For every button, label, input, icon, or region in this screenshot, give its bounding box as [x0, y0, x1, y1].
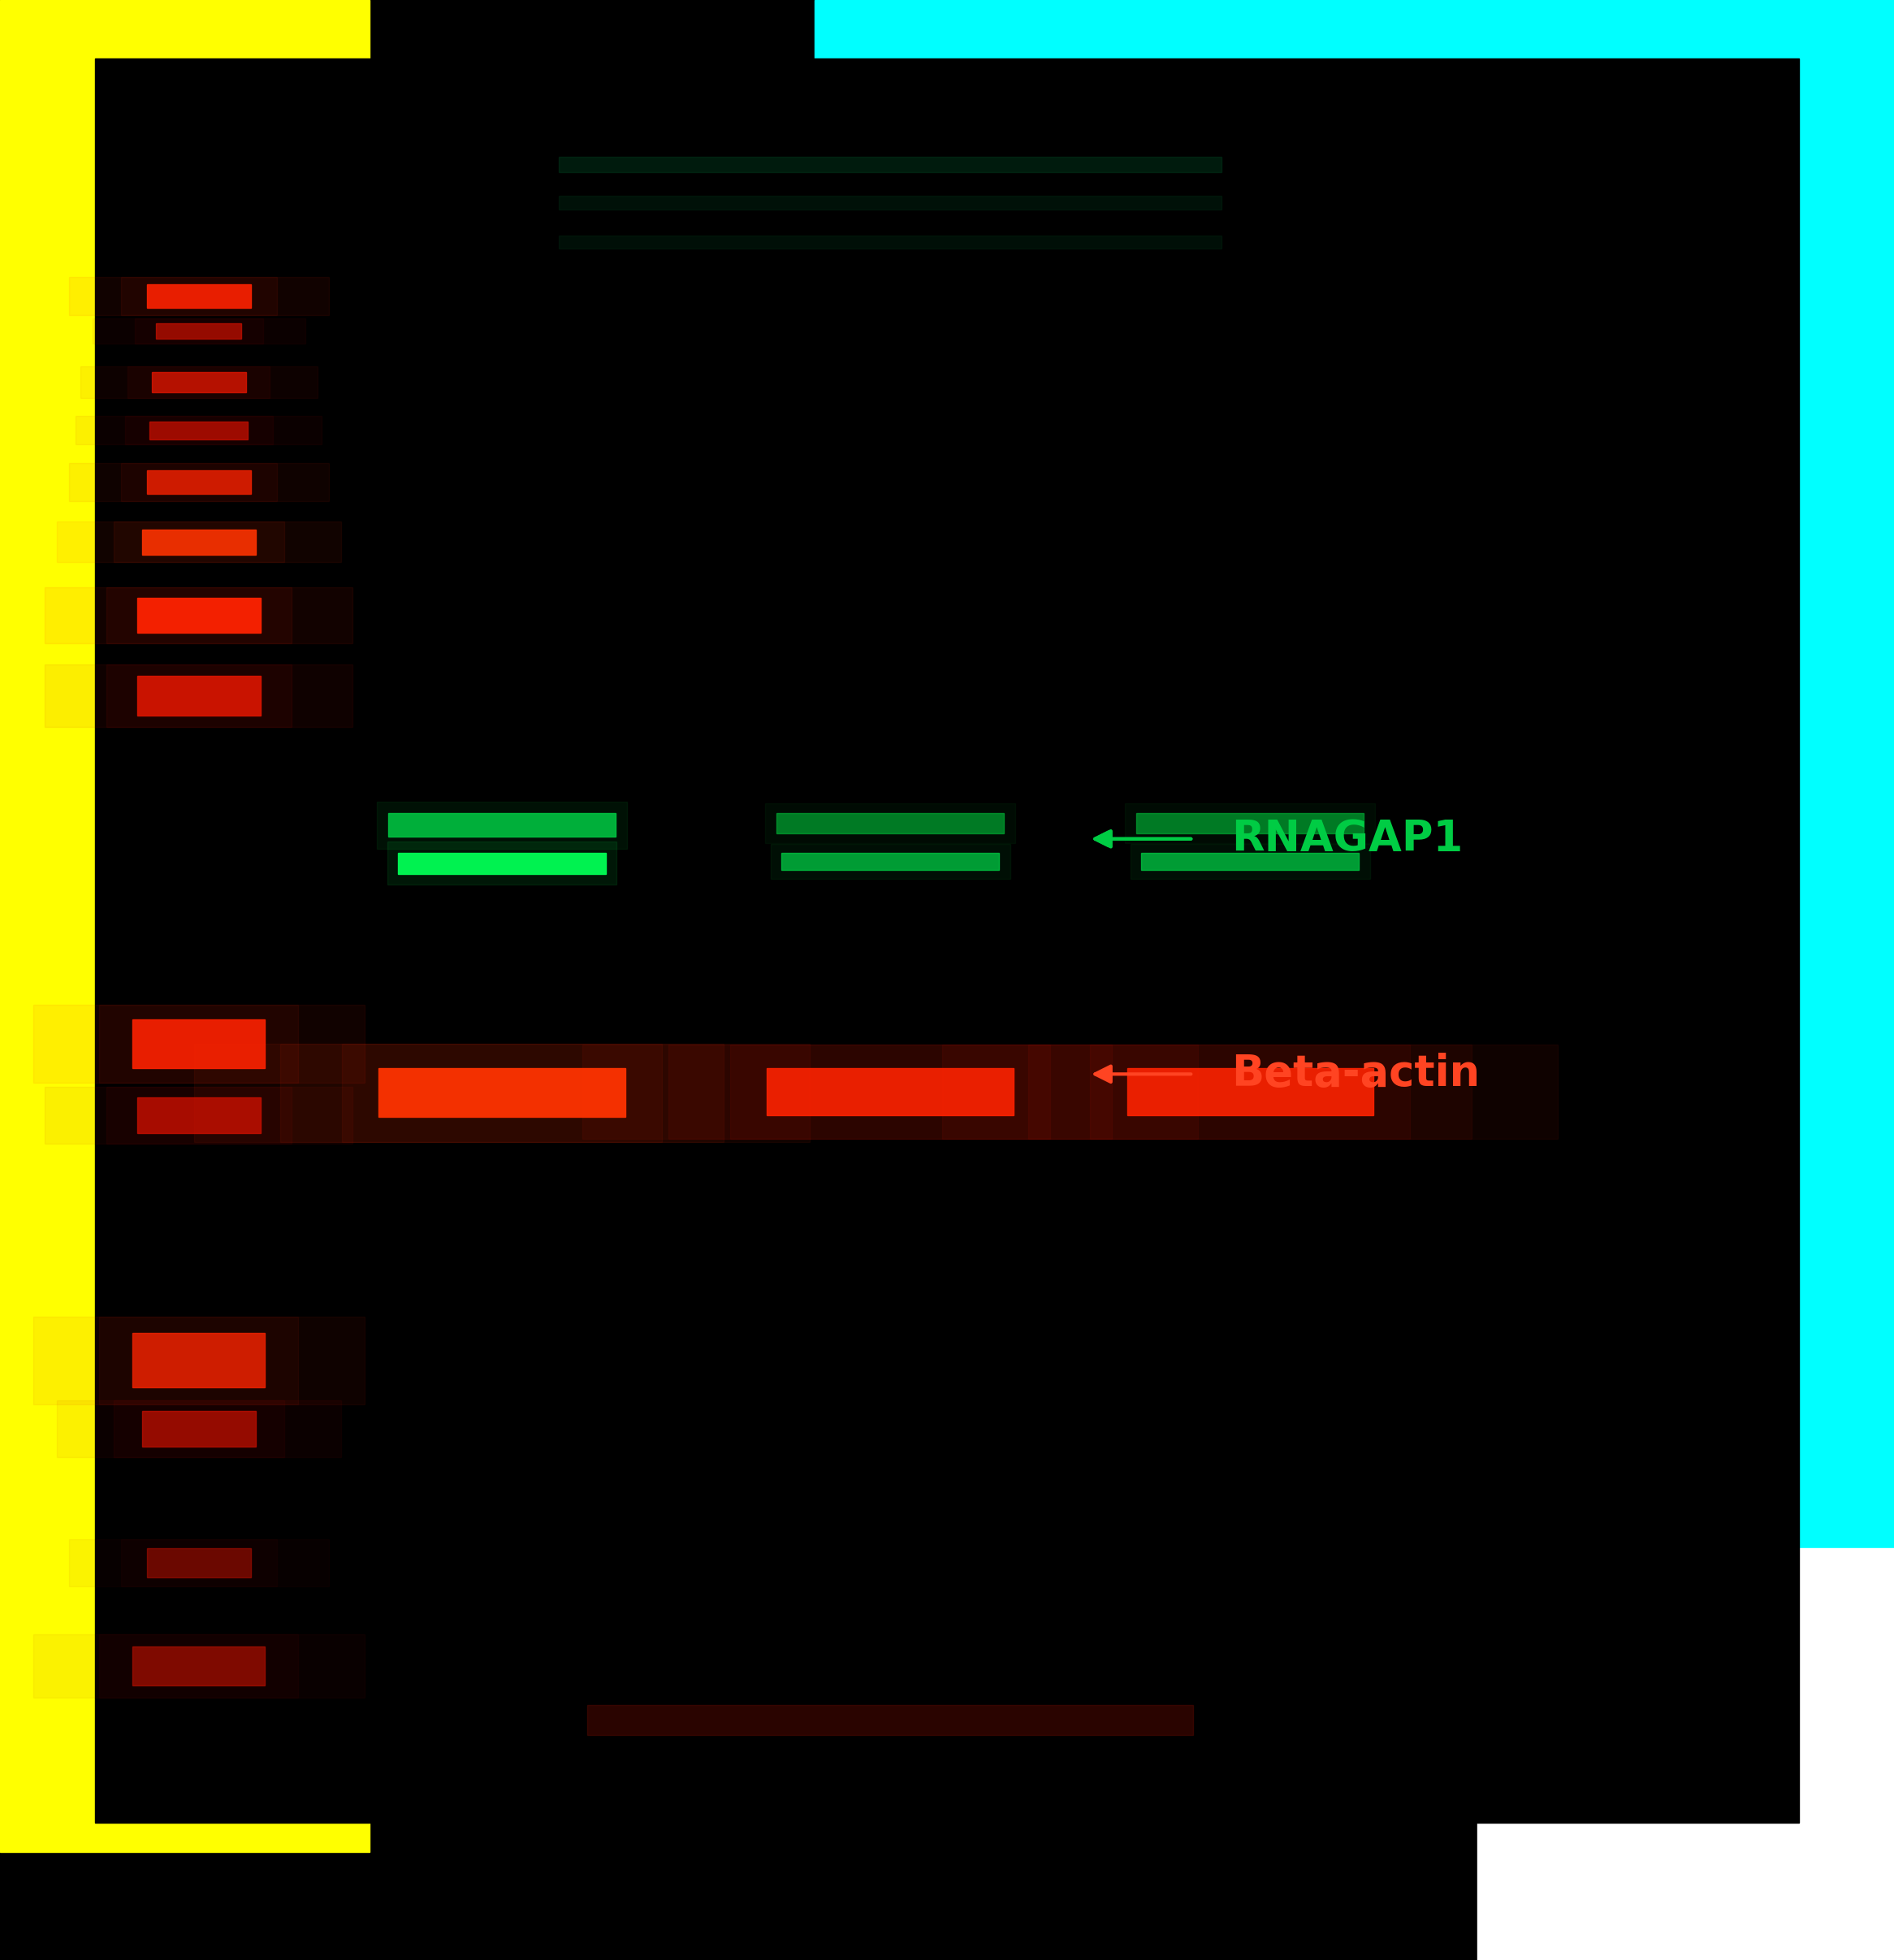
Bar	[195, 1045, 809, 1143]
Bar	[148, 470, 250, 494]
Bar	[133, 1019, 265, 1068]
Bar	[32, 1005, 364, 1082]
Bar	[1140, 853, 1360, 870]
Bar	[106, 588, 292, 643]
Bar	[121, 463, 277, 502]
Bar	[559, 196, 1222, 210]
Bar	[45, 664, 352, 727]
Bar	[587, 1705, 1193, 1735]
Bar	[729, 1045, 1049, 1139]
Bar	[280, 1045, 724, 1143]
Text: Beta-actin: Beta-actin	[1231, 1053, 1479, 1096]
Bar	[1136, 813, 1364, 833]
Bar	[943, 1045, 1557, 1139]
Bar	[136, 1098, 261, 1133]
Bar	[150, 421, 248, 439]
Bar	[98, 1005, 297, 1082]
Bar	[379, 1068, 625, 1117]
Bar	[32, 1317, 364, 1403]
Bar	[136, 676, 261, 715]
Bar	[377, 802, 627, 849]
Bar	[68, 276, 330, 316]
Bar	[152, 372, 246, 392]
Bar	[68, 463, 330, 502]
Bar	[68, 1541, 330, 1588]
Bar	[133, 1333, 265, 1388]
Bar	[57, 1401, 341, 1456]
Bar	[106, 664, 292, 727]
Bar	[1131, 843, 1369, 878]
Bar	[134, 319, 263, 343]
Bar	[133, 1646, 265, 1686]
Bar	[114, 521, 284, 563]
Bar	[767, 1068, 1013, 1115]
Bar	[136, 598, 261, 633]
Bar	[669, 1045, 1112, 1139]
Bar	[1125, 804, 1375, 843]
Bar	[1127, 1068, 1373, 1115]
Bar	[76, 416, 322, 445]
Bar	[114, 1401, 284, 1456]
Bar	[148, 284, 250, 308]
Bar	[45, 588, 352, 643]
Bar	[98, 1635, 297, 1697]
Bar	[814, 0, 1894, 1548]
Bar	[142, 1411, 256, 1446]
Bar	[57, 521, 341, 563]
Bar	[583, 1045, 1199, 1139]
Bar	[98, 1317, 297, 1403]
Bar	[1091, 1045, 1409, 1139]
Bar	[771, 843, 1010, 878]
Bar	[155, 323, 242, 339]
Bar	[142, 529, 256, 555]
Text: RNAGAP1: RNAGAP1	[1231, 817, 1462, 860]
Bar	[93, 319, 305, 343]
Bar	[559, 157, 1222, 172]
Bar	[1028, 1045, 1472, 1139]
Bar	[125, 416, 273, 445]
Bar	[121, 276, 277, 316]
Bar	[0, 0, 369, 1852]
Bar	[127, 367, 271, 398]
Bar	[80, 367, 316, 398]
Bar	[121, 1541, 277, 1588]
Bar	[1477, 1548, 1894, 1960]
Bar	[388, 841, 617, 884]
Bar	[148, 1548, 250, 1578]
Bar	[559, 235, 1222, 249]
Bar	[398, 853, 606, 874]
Bar	[341, 1045, 663, 1143]
Bar	[45, 1088, 352, 1143]
Bar	[780, 853, 1000, 870]
Bar	[765, 804, 1015, 843]
Bar	[106, 1088, 292, 1143]
Bar	[32, 1635, 364, 1697]
Bar	[388, 813, 616, 837]
Bar	[777, 813, 1004, 833]
